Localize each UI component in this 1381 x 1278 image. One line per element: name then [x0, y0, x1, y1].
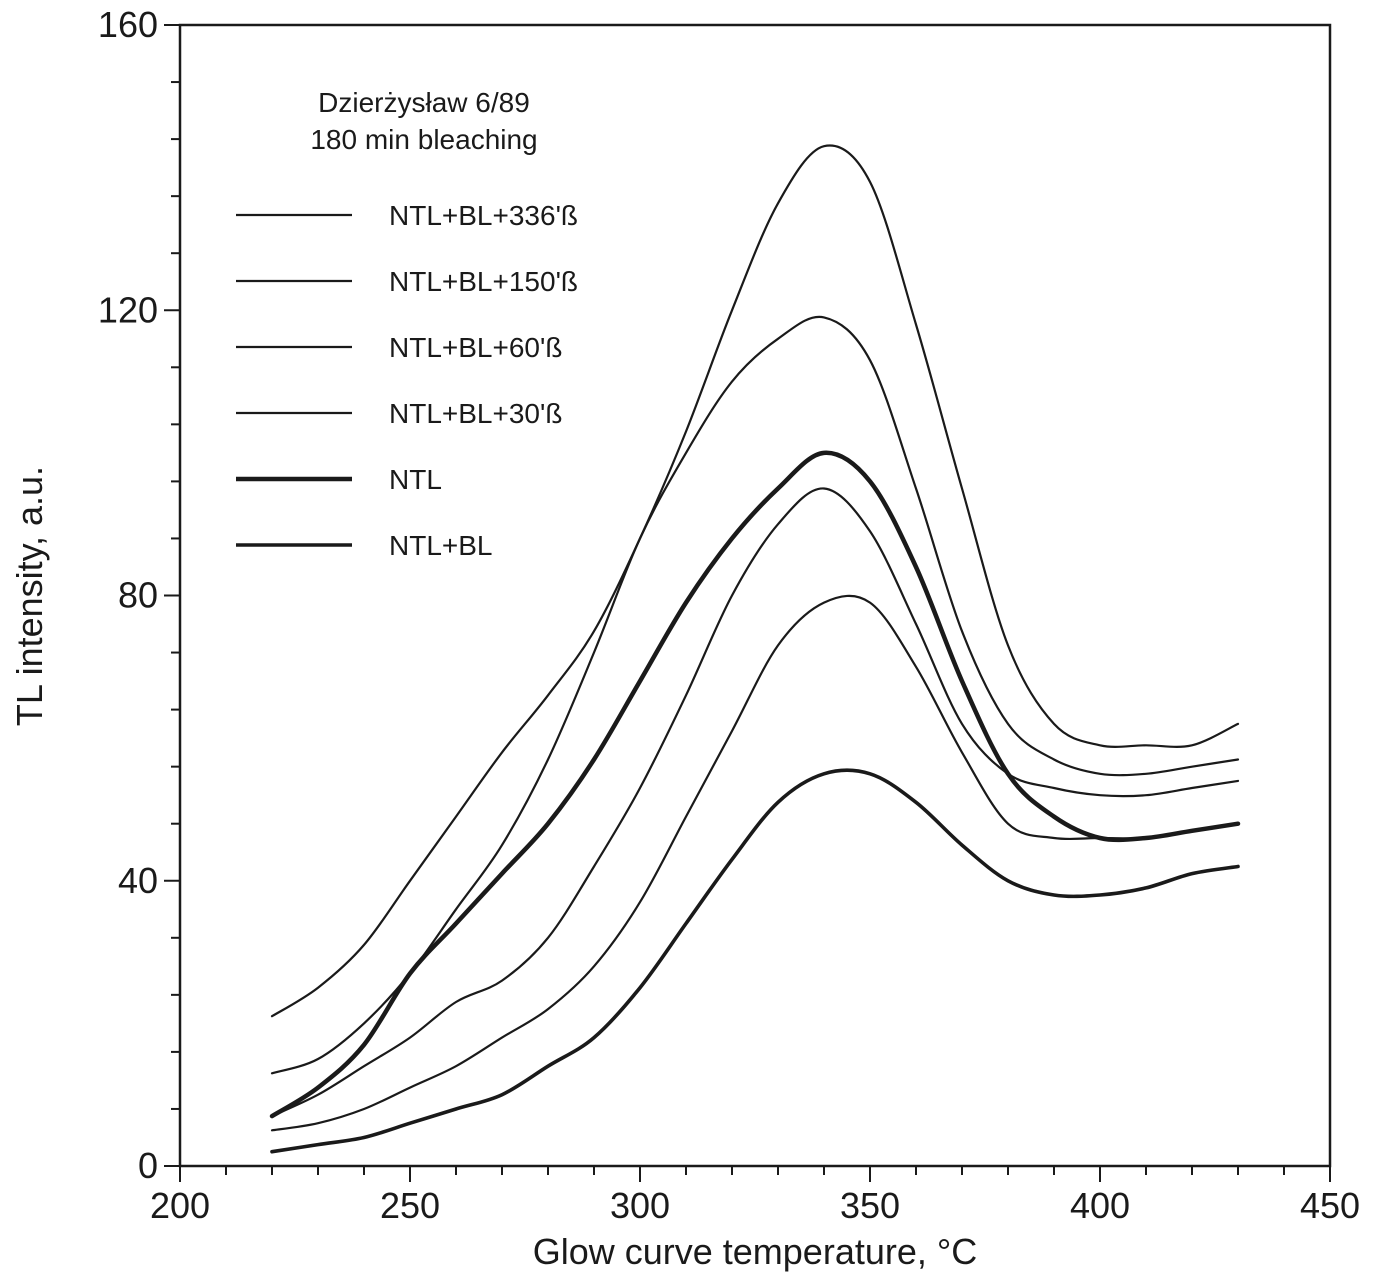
x-tick-label: 400	[1070, 1185, 1130, 1226]
series-line-5	[269, 450, 1241, 1119]
legend-label: NTL+BL	[389, 530, 493, 561]
y-tick-label: 40	[118, 860, 158, 901]
plot-frame	[178, 23, 1332, 1168]
series-line-1	[270, 144, 1240, 1018]
legend-label: NTL+BL+150'ß	[389, 266, 578, 297]
legend: NTL+BL+336'ß NTL+BL+150'ß NTL+BL+60'ß NTL+B…	[236, 200, 578, 561]
x-tick-label: 200	[150, 1185, 210, 1226]
series-line-2	[270, 315, 1240, 1075]
series-line-3	[270, 487, 1240, 1118]
x-tick-label: 350	[840, 1185, 900, 1226]
x-tick-label: 250	[380, 1185, 440, 1226]
y-tick-label: 80	[118, 575, 158, 616]
series-line-4	[270, 594, 1240, 1132]
legend-label: NTL+BL+336'ß	[389, 200, 578, 231]
legend-label: NTL+BL+30'ß	[389, 398, 562, 429]
x-tick-label: 450	[1300, 1185, 1360, 1226]
y-tick-label: 120	[98, 289, 158, 330]
annotation-line-1: Dzierżysław 6/89	[318, 87, 530, 118]
x-axis: 200 250 300 350 400 450	[150, 1166, 1360, 1226]
legend-label: NTL	[389, 464, 442, 495]
y-axis: 0 40 80 120 160	[98, 4, 180, 1186]
series-line-6	[270, 768, 1240, 1154]
y-tick-label: 0	[138, 1145, 158, 1186]
series-layer	[269, 144, 1241, 1154]
x-axis-title: Glow curve temperature, °C	[533, 1231, 978, 1272]
y-tick-label: 160	[98, 4, 158, 45]
y-axis-title: TL intensity, a.u.	[9, 466, 50, 726]
x-tick-label: 300	[610, 1185, 670, 1226]
legend-label: NTL+BL+60'ß	[389, 332, 562, 363]
annotation-line-2: 180 min bleaching	[310, 124, 537, 155]
